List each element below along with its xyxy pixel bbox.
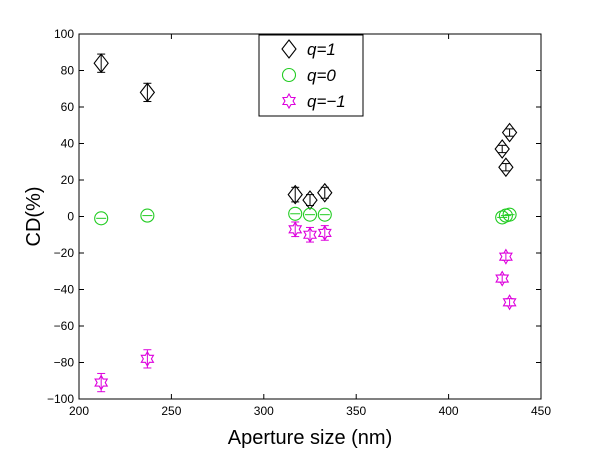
series-1: [93, 53, 518, 210]
data-point: [288, 206, 303, 221]
data-point: [94, 211, 109, 226]
x-tick-label: 250: [161, 404, 181, 418]
y-tick-label: 40: [61, 137, 75, 151]
y-tick-label: −80: [54, 356, 75, 370]
data-point: [498, 248, 513, 265]
data-point: [287, 184, 303, 205]
data-point: [288, 221, 303, 238]
x-tick-label: 400: [439, 404, 459, 418]
data-point: [302, 190, 318, 210]
x-tick-label: 450: [531, 404, 551, 418]
data-point: [140, 208, 155, 223]
data-point: [302, 226, 318, 243]
y-tick-label: 100: [54, 27, 74, 41]
legend: q=1 q=0 q=−1: [258, 34, 364, 117]
data-point: [139, 82, 156, 103]
y-tick-label: 20: [61, 173, 75, 187]
data-point: [317, 207, 332, 222]
data-point: [317, 224, 332, 242]
y-tick-label: −40: [54, 283, 75, 297]
y-tick-label: −100: [47, 392, 74, 406]
x-tick-label: 300: [254, 404, 274, 418]
x-tick-label: 200: [69, 404, 89, 418]
legend-marker: [281, 39, 297, 59]
data-point: [498, 157, 514, 178]
y-tick-label: −60: [54, 319, 75, 333]
plot-area: [93, 53, 518, 393]
legend-label: q=1: [307, 40, 336, 59]
series-2: [94, 206, 517, 226]
legend-label: q=−1: [307, 92, 346, 111]
series-3: [94, 221, 517, 393]
legend-marker: [281, 92, 297, 110]
axes: 200 250 300 350 400 450 −100 −80 −60 −40 −20 0 20 40 6…: [47, 27, 551, 418]
data-point: [94, 374, 109, 391]
data-point: [494, 139, 510, 159]
x-axis-title: Aperture size (nm): [228, 427, 393, 449]
y-tick-label: 60: [61, 100, 75, 114]
data-point: [502, 207, 517, 222]
y-tick-label: 80: [61, 64, 75, 78]
data-point: [495, 270, 510, 287]
y-axis-title: CD(%): [23, 187, 45, 247]
legend-box: [258, 34, 364, 117]
y-tick-label: −20: [54, 246, 75, 260]
legend-label: q=0: [307, 66, 336, 85]
legend-marker: [281, 67, 297, 83]
data-point: [140, 350, 155, 367]
data-point: [317, 182, 333, 203]
data-point: [502, 294, 517, 311]
y-tick-label: 0: [67, 210, 74, 224]
data-point: [501, 122, 518, 143]
x-tick-label: 350: [346, 404, 366, 418]
data-point: [302, 207, 318, 222]
data-point: [93, 53, 109, 74]
